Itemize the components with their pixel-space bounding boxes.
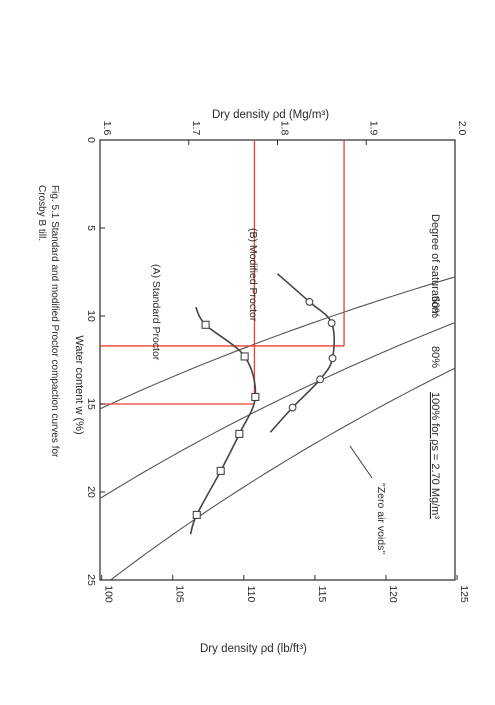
- right-y-axis-label: Dry density ρd (lb/ft³): [200, 643, 307, 655]
- left-y-axis-label: Dry density ρd (Mg/m³): [212, 109, 329, 121]
- axis-ticks: 0 5 10 15 20 25 1.6 1.7 1.8 1.9 2.0 100 105 110 115 120…: [85, 121, 470, 603]
- density-lb-tick-label-0: 100: [103, 585, 115, 603]
- saturation-lines: [100, 276, 455, 580]
- series-label-modified: (B) Modified Proctor: [247, 228, 259, 322]
- standard-point-0: [201, 320, 210, 329]
- density-mg-tick-label-3: 1.9: [367, 121, 379, 136]
- water-tick-label-3: 15: [85, 398, 97, 410]
- compaction-curves: [189, 273, 337, 535]
- density-mg-tick-label-2: 1.8: [279, 121, 291, 136]
- saturation-line-100: [110, 367, 455, 580]
- zero-air-voids-arrow: [349, 445, 373, 479]
- density-lb-tick-label-3: 115: [316, 586, 328, 603]
- curve-modified: [269, 273, 336, 433]
- density-lb-tick-label-4: 120: [387, 585, 399, 603]
- modified-point-0: [305, 297, 314, 306]
- density-lb-tick-label-2: 110: [245, 586, 257, 603]
- water-tick-label-2: 10: [85, 310, 97, 322]
- water-tick-label-4: 20: [85, 486, 97, 498]
- saturation-label-60: 60%: [429, 296, 441, 318]
- standard-point-2: [251, 392, 260, 402]
- saturation-heading: Degree of saturation:: [429, 214, 441, 317]
- saturation-line-60: [100, 276, 455, 410]
- figure-caption: Fig. 5.1 Standard and modified Proctor c…: [36, 185, 60, 460]
- standard-point-5: [192, 510, 201, 519]
- modified-point-4: [288, 403, 297, 412]
- water-tick-label-5: 25: [85, 574, 97, 586]
- modified-point-3: [316, 375, 325, 384]
- optimum-markers: [100, 140, 345, 405]
- x-axis-label: Water content w (%): [73, 335, 85, 434]
- saturation-label-100: 100% for ρs = 2.70 Mg/m³: [429, 392, 441, 519]
- density-lb-tick-label-5: 125: [458, 585, 470, 603]
- standard-point-3: [235, 429, 244, 438]
- modified-point-2: [328, 354, 337, 363]
- density-mg-tick-label-1: 1.7: [190, 121, 202, 136]
- saturation-label-80: 80%: [429, 346, 441, 368]
- density-mg-tick-label-0: 1.6: [101, 121, 113, 136]
- zero-air-voids-label: "Zero air voids": [375, 483, 387, 554]
- modified-point-1: [327, 319, 336, 327]
- saturation-line-80: [100, 321, 455, 500]
- water-tick-label-0: 0: [85, 137, 97, 143]
- series-label-standard: (A) Standard Proctor: [150, 264, 162, 361]
- standard-point-1: [240, 352, 249, 361]
- standard-point-4: [216, 466, 225, 475]
- density-lb-tick-label-1: 105: [174, 585, 186, 603]
- water-tick-label-1: 5: [85, 225, 97, 231]
- density-mg-tick-label-4: 2.0: [456, 121, 468, 136]
